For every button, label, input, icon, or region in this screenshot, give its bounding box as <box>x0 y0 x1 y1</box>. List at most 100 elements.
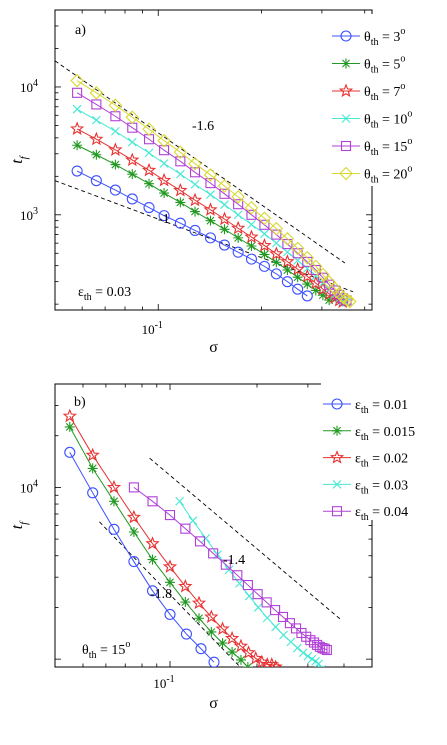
data-point <box>108 523 120 535</box>
data-point <box>280 254 295 268</box>
data-point <box>64 446 76 458</box>
legend-marker <box>332 480 342 489</box>
data-point <box>319 643 330 654</box>
data-point <box>206 626 217 637</box>
plot-area <box>55 60 357 309</box>
data-point <box>293 643 302 653</box>
panel-label: b) <box>74 395 86 410</box>
data-point <box>165 577 176 588</box>
data-point <box>271 238 281 248</box>
legend-label: θth = 5o <box>364 54 405 76</box>
legend-marker <box>329 450 345 464</box>
data-point <box>127 169 138 180</box>
legend-box <box>321 382 431 520</box>
data-point <box>292 272 303 283</box>
data-point <box>173 182 188 197</box>
data-point <box>147 496 158 507</box>
data-point <box>310 285 321 296</box>
data-point <box>144 178 155 189</box>
legend-label: θth = 20o <box>364 164 412 186</box>
legend-marker <box>340 30 352 42</box>
data-point <box>64 421 75 432</box>
legend-item: εth = 0.015 <box>323 425 415 443</box>
legend-label: εth = 0.02 <box>355 452 408 470</box>
data-point <box>252 589 263 600</box>
y-tick-label: 103 <box>20 206 38 223</box>
data-point <box>298 648 308 658</box>
data-point <box>301 290 313 302</box>
data-point <box>189 167 201 178</box>
data-point <box>244 229 259 244</box>
legend-marker <box>341 58 351 69</box>
data-point <box>270 268 282 280</box>
x-tick-label: 10-1 <box>142 320 163 337</box>
series-4 <box>175 496 326 667</box>
data-point <box>158 210 170 222</box>
data-point <box>219 224 230 235</box>
y-tick-label: 104 <box>20 478 38 495</box>
data-point <box>108 142 123 156</box>
data-point <box>244 200 259 215</box>
data-point <box>269 246 284 260</box>
panel-label: a) <box>75 23 86 38</box>
series-line <box>76 80 351 302</box>
guide-slope-label: -1.6 <box>192 119 214 134</box>
data-point <box>312 639 323 650</box>
data-point <box>284 618 295 629</box>
data-point <box>180 628 192 640</box>
data-point <box>253 603 263 612</box>
data-point <box>178 578 193 593</box>
legend-label: θth = 10o <box>364 109 412 131</box>
data-point <box>205 215 216 226</box>
data-point <box>231 220 246 235</box>
x-axis-label: σ <box>209 695 218 712</box>
data-point <box>282 239 293 250</box>
data-point <box>204 232 217 244</box>
legend-marker <box>338 83 354 98</box>
data-point <box>204 609 219 624</box>
data-point <box>260 657 275 667</box>
data-point <box>242 662 253 667</box>
data-point <box>217 638 228 649</box>
data-point <box>231 190 245 204</box>
data-point <box>310 264 321 276</box>
data-point <box>290 261 305 276</box>
legend-label: θth = 7o <box>364 81 405 103</box>
data-point <box>175 169 185 179</box>
y-axis-label: tf <box>9 520 30 529</box>
data-point <box>110 159 121 170</box>
data-point <box>128 526 139 537</box>
legend: εth = 0.01 εth = 0.015 εth = 0.02 εth = 0.0… <box>321 382 431 523</box>
data-point <box>260 229 269 239</box>
data-point <box>269 221 284 236</box>
data-point <box>174 217 186 229</box>
data-point <box>271 622 281 632</box>
data-point <box>314 659 324 667</box>
data-point <box>164 510 176 521</box>
data-point <box>259 219 270 230</box>
data-point <box>280 231 295 246</box>
data-point <box>109 184 121 196</box>
data-point <box>194 613 205 624</box>
legend: θth = 3o θth = 5o θth = 7o θth = 10o θth = 1… <box>330 14 430 186</box>
data-point <box>217 179 232 193</box>
data-point <box>126 509 142 524</box>
data-point <box>69 121 85 135</box>
legend-label: εth = 0.01 <box>355 398 408 416</box>
y-tick-label: 104 <box>20 78 38 95</box>
data-point <box>111 126 120 136</box>
data-point <box>70 73 84 88</box>
data-point <box>220 200 229 210</box>
guide-line <box>55 180 354 293</box>
data-point <box>279 630 288 640</box>
data-point <box>232 570 243 581</box>
data-point <box>248 650 263 665</box>
data-point <box>343 294 357 309</box>
data-point <box>235 579 244 588</box>
data-point <box>257 238 272 252</box>
data-point <box>87 463 98 474</box>
data-point <box>190 179 200 189</box>
legend-item: θth = 20o <box>332 164 412 186</box>
legend-marker <box>331 398 343 410</box>
